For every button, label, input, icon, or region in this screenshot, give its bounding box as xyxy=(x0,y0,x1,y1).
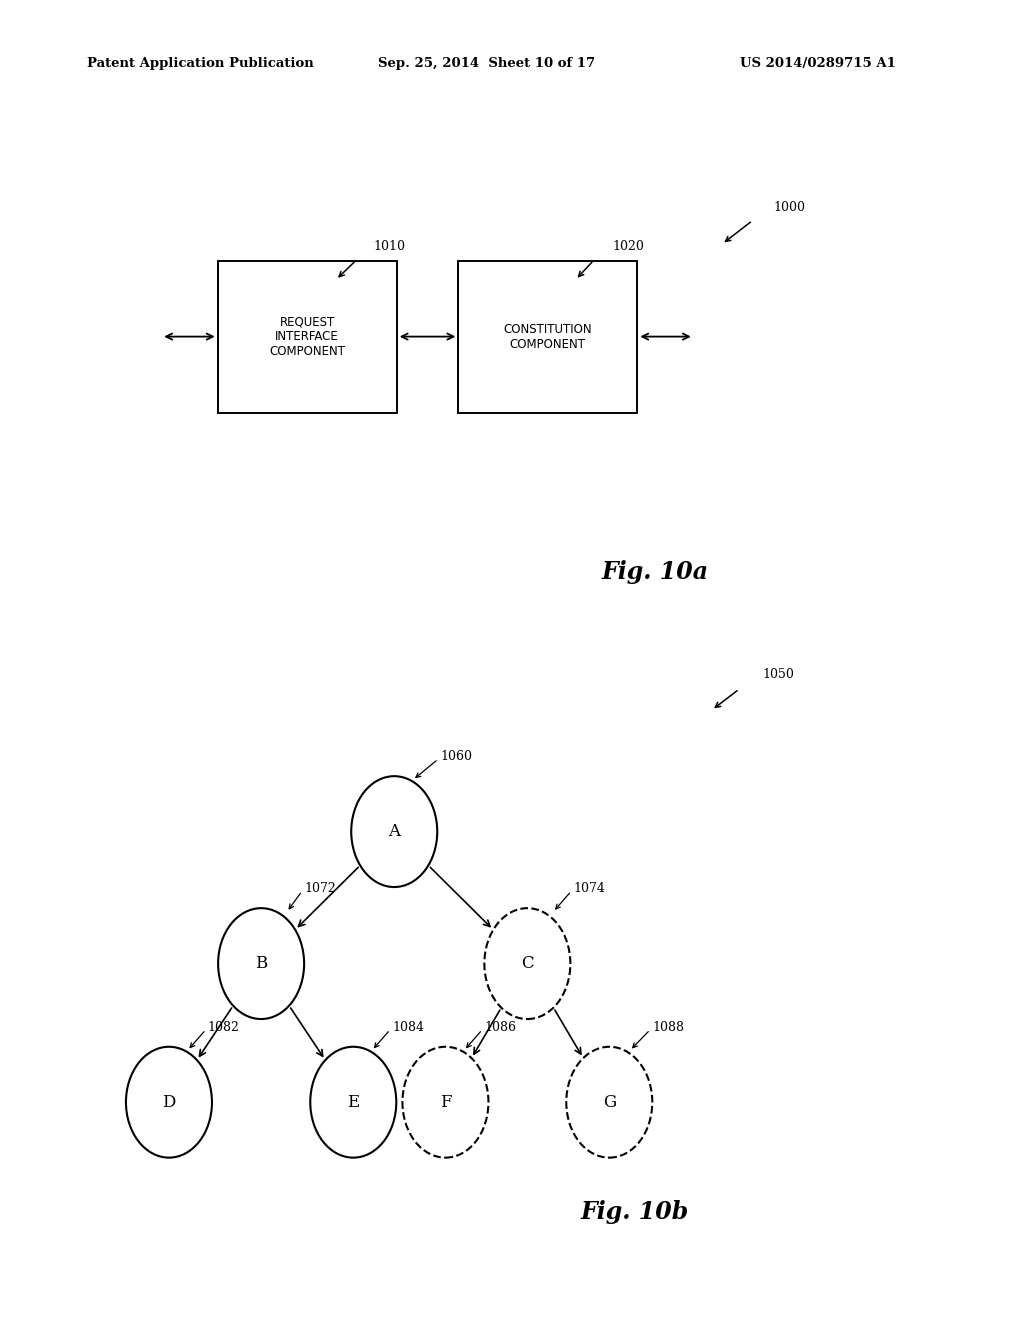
Bar xyxy=(217,261,396,412)
Text: 1082: 1082 xyxy=(208,1020,240,1034)
Text: 1010: 1010 xyxy=(374,240,406,253)
Text: F: F xyxy=(439,1094,452,1110)
Circle shape xyxy=(218,908,304,1019)
Circle shape xyxy=(351,776,437,887)
Text: 1074: 1074 xyxy=(573,882,605,895)
Text: A: A xyxy=(388,824,400,840)
Circle shape xyxy=(402,1047,488,1158)
Text: Patent Application Publication: Patent Application Publication xyxy=(87,57,313,70)
Circle shape xyxy=(310,1047,396,1158)
Text: 1084: 1084 xyxy=(392,1020,424,1034)
Text: C: C xyxy=(521,956,534,972)
Text: E: E xyxy=(347,1094,359,1110)
Text: G: G xyxy=(603,1094,615,1110)
Bar xyxy=(459,261,637,412)
Text: 1050: 1050 xyxy=(763,668,795,681)
Text: Sep. 25, 2014  Sheet 10 of 17: Sep. 25, 2014 Sheet 10 of 17 xyxy=(378,57,595,70)
Text: CONSTITUTION
COMPONENT: CONSTITUTION COMPONENT xyxy=(504,322,592,351)
Text: B: B xyxy=(255,956,267,972)
Text: 1020: 1020 xyxy=(612,240,644,253)
Text: REQUEST
INTERFACE
COMPONENT: REQUEST INTERFACE COMPONENT xyxy=(269,315,345,358)
Circle shape xyxy=(484,908,570,1019)
Text: 1088: 1088 xyxy=(652,1020,684,1034)
Text: 1072: 1072 xyxy=(304,882,336,895)
Text: D: D xyxy=(162,1094,176,1110)
Circle shape xyxy=(126,1047,212,1158)
Circle shape xyxy=(566,1047,652,1158)
Text: US 2014/0289715 A1: US 2014/0289715 A1 xyxy=(740,57,896,70)
Text: Fig. 10a: Fig. 10a xyxy=(602,560,709,583)
Text: Fig. 10b: Fig. 10b xyxy=(581,1200,689,1224)
Text: 1000: 1000 xyxy=(773,201,805,214)
Text: 1086: 1086 xyxy=(484,1020,516,1034)
Text: 1060: 1060 xyxy=(440,750,472,763)
